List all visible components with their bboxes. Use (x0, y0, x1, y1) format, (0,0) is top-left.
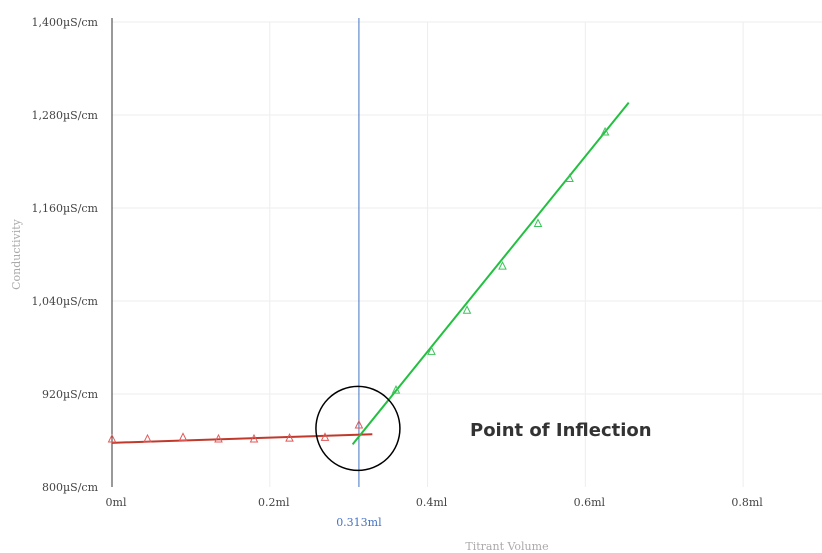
data-point (462, 305, 472, 314)
data-points (107, 126, 610, 443)
data-point (498, 261, 507, 270)
grid-lines (112, 21, 822, 487)
y-tick-label: 1,280µS/cm (32, 109, 99, 122)
y-tick-label: 920µS/cm (42, 388, 99, 401)
y-tick-label: 1,040µS/cm (32, 295, 99, 308)
y-tick-labels: 800µS/cm 920µS/cm 1,040µS/cm 1,160µS/cm 1,28… (32, 16, 99, 494)
trend-line-1 (351, 101, 630, 446)
data-point (214, 433, 223, 443)
x-axis-title: Titrant Volume (465, 540, 548, 553)
data-point (285, 433, 294, 442)
data-point (533, 218, 543, 227)
inflection-circle (315, 385, 401, 472)
x-tick-labels: 0ml 0.2ml 0.4ml 0.6ml 0.8ml (106, 496, 764, 509)
x-tick-label: 0.6ml (574, 496, 606, 509)
trend-lines (111, 101, 630, 446)
data-point (178, 432, 188, 441)
data-point (391, 385, 401, 394)
data-point (354, 419, 364, 429)
x-tick-label: 0.4ml (416, 496, 448, 509)
x-tick-label: 0.2ml (258, 496, 290, 509)
data-point (143, 433, 152, 443)
data-point (565, 173, 574, 183)
y-axis-title: Conductivity (10, 218, 23, 290)
x-tick-label: 0ml (106, 496, 127, 509)
x-tick-label: 0.8ml (731, 496, 763, 509)
inflection-x-label: 0.313ml (336, 516, 382, 529)
trend-line-0 (111, 433, 373, 444)
data-point (107, 433, 117, 443)
y-tick-label: 1,160µS/cm (32, 202, 99, 215)
inflection-annotation: Point of Inflection (470, 420, 652, 441)
data-point (320, 432, 330, 441)
data-point (249, 433, 259, 443)
y-tick-label: 800µS/cm (42, 481, 99, 494)
data-point (600, 126, 610, 136)
y-tick-label: 1,400µS/cm (32, 16, 99, 29)
data-point (427, 346, 436, 355)
